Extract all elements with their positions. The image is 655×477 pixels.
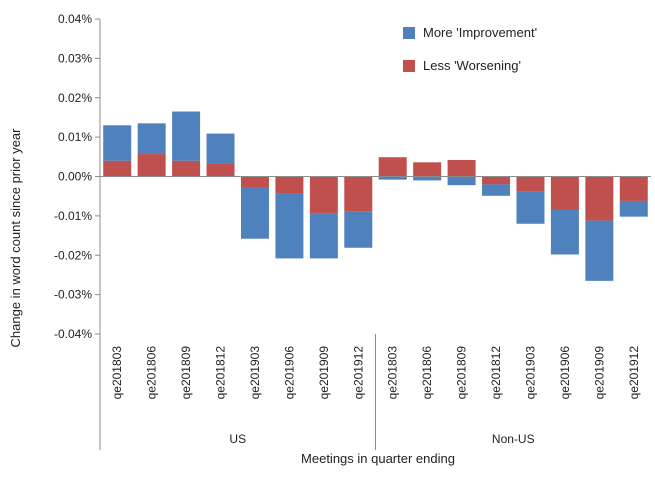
bar-less-worsening	[550, 176, 579, 210]
y-tick-label: -0.04%	[54, 327, 92, 341]
y-tick-label: -0.02%	[54, 248, 92, 262]
x-tick-label: qe201809	[455, 346, 469, 400]
bar-less-worsening	[482, 176, 511, 185]
y-tick-label: -0.03%	[54, 288, 92, 302]
bar-less-worsening	[309, 176, 338, 214]
x-axis-title: Meetings in quarter ending	[301, 451, 455, 466]
bar-more-improvement	[516, 191, 545, 224]
x-tick-label: qe201912	[351, 346, 365, 400]
bar-more-improvement	[413, 176, 442, 181]
x-tick-label: qe201806	[145, 346, 159, 400]
x-tick-label: qe201812	[214, 346, 228, 400]
bar-less-worsening	[206, 163, 235, 177]
bar-more-improvement	[482, 184, 511, 196]
x-tick-label: qe201903	[523, 346, 537, 400]
bar-less-worsening	[103, 160, 132, 177]
bar-more-improvement	[378, 176, 407, 180]
x-tick-label: qe201912	[627, 346, 641, 400]
bar-more-improvement	[103, 125, 132, 161]
y-tick-label: 0.04%	[58, 12, 92, 26]
x-tick-label: qe201803	[386, 346, 400, 400]
bar-more-improvement	[585, 220, 614, 281]
legend-swatch	[403, 60, 415, 72]
bar-more-improvement	[309, 213, 338, 259]
bar-more-improvement	[137, 123, 166, 155]
legend-label: More 'Improvement'	[423, 25, 537, 40]
y-tick-label: 0.01%	[58, 130, 92, 144]
bar-more-improvement	[275, 193, 304, 259]
x-tick-label: qe201806	[420, 346, 434, 400]
bar-more-improvement	[172, 111, 201, 161]
bar-less-worsening	[585, 176, 614, 221]
bar-more-improvement	[447, 176, 476, 186]
bar-less-worsening	[240, 176, 269, 188]
legend-swatch	[403, 27, 415, 39]
bar-less-worsening	[516, 176, 545, 192]
bar-more-improvement	[344, 211, 373, 248]
group-label: US	[229, 432, 246, 446]
bar-less-worsening	[378, 157, 407, 177]
y-tick-label: 0.02%	[58, 91, 92, 105]
bar-less-worsening	[447, 159, 476, 177]
y-tick-label: 0.03%	[58, 51, 92, 65]
bar-less-worsening	[137, 154, 166, 177]
bar-more-improvement	[619, 200, 648, 217]
x-tick-label: qe201903	[248, 346, 262, 400]
bar-less-worsening	[172, 160, 201, 177]
y-axis-title: Change in word count since prior year	[8, 128, 23, 348]
x-tick-label: qe201909	[317, 346, 331, 400]
bar-more-improvement	[550, 209, 579, 255]
bar-more-improvement	[206, 133, 235, 164]
x-tick-label: qe201809	[179, 346, 193, 400]
x-tick-label: qe201906	[558, 346, 572, 400]
x-tick-label: qe201803	[110, 346, 124, 400]
y-tick-label: 0.00%	[58, 170, 92, 184]
bar-less-worsening	[275, 176, 304, 194]
bar-less-worsening	[413, 162, 442, 177]
bar-more-improvement	[240, 187, 269, 239]
x-tick-label: qe201812	[489, 346, 503, 400]
x-tick-label: qe201909	[592, 346, 606, 400]
x-tick-label: qe201906	[282, 346, 296, 400]
group-label: Non-US	[492, 432, 535, 446]
legend-label: Less 'Worsening'	[423, 58, 521, 73]
bar-less-worsening	[344, 176, 373, 212]
y-tick-label: -0.01%	[54, 209, 92, 223]
bar-less-worsening	[619, 176, 648, 201]
